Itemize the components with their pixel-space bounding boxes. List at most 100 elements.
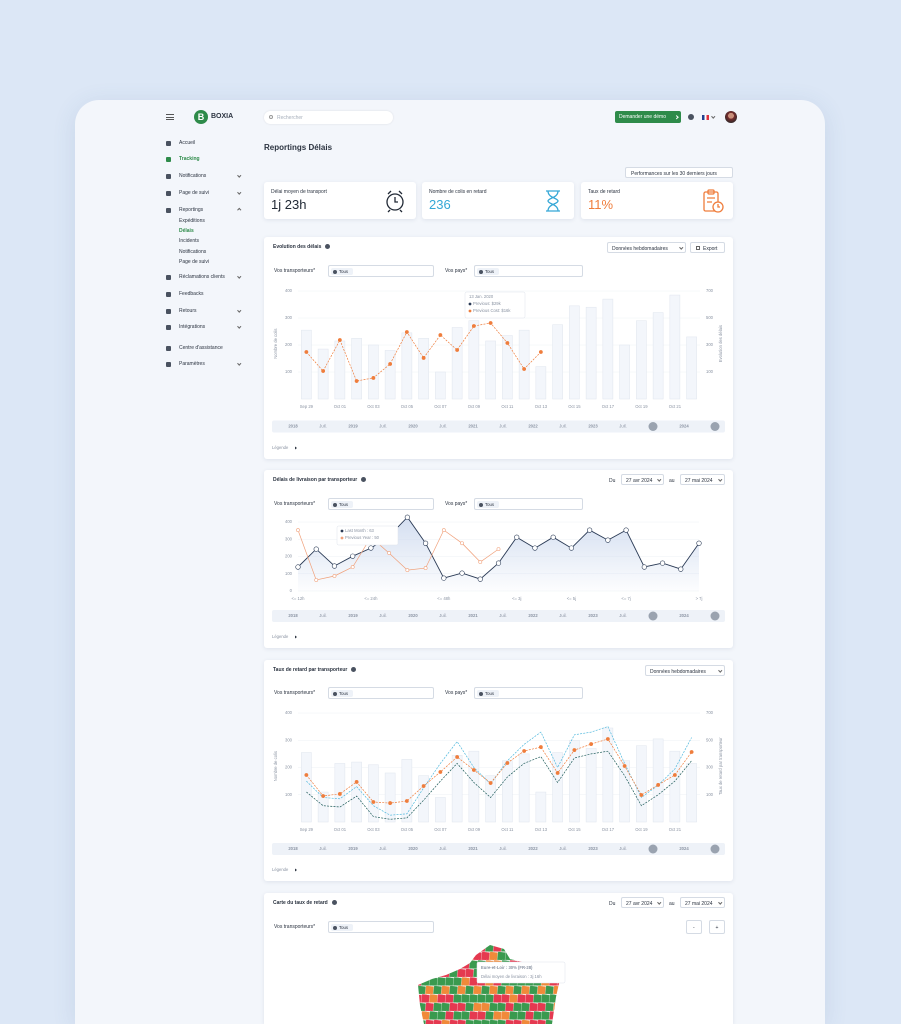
tooltip-dot [340, 536, 344, 540]
carrier-filter[interactable]: Tous [328, 498, 434, 510]
bar [636, 745, 647, 823]
marker [295, 564, 301, 570]
dropdown[interactable]: 27 mai 2024 [680, 474, 725, 485]
nav-item[interactable]: Notifications [179, 173, 207, 179]
clip [707, 189, 715, 195]
kpi-value: 1j 23h [271, 197, 307, 212]
nav-item[interactable]: Centre d'assistance [179, 345, 223, 351]
map-region [544, 951, 556, 961]
chip-remove[interactable] [478, 269, 483, 274]
filter-label: Vos transporteurs* [274, 268, 316, 274]
help-icon[interactable] [351, 667, 357, 672]
country-filter[interactable]: Tous [474, 687, 583, 699]
dropdown[interactable]: Données hebdomadaires [607, 242, 686, 253]
country-filter[interactable]: Tous [474, 498, 583, 510]
nav-icon [166, 324, 171, 330]
bar [552, 324, 563, 400]
marker [423, 566, 428, 570]
nav-item[interactable]: Intégrations [179, 324, 206, 330]
map-region [432, 951, 444, 961]
search-box[interactable]: Rechercher [264, 111, 393, 124]
timeline-label: 2024 [679, 424, 689, 429]
map-region [428, 945, 440, 953]
bar [502, 760, 513, 823]
map-region [512, 951, 524, 961]
nav-item[interactable]: Page de suivi [179, 190, 210, 196]
nav-item[interactable]: Reportings [179, 207, 204, 213]
dropdown[interactable]: 27 avr 2024 [621, 897, 664, 908]
map-region [569, 986, 579, 995]
dropdown[interactable]: Données hebdomadaires [645, 665, 725, 676]
help-icon[interactable] [361, 477, 367, 482]
nav-item[interactable]: Paramètres [179, 361, 205, 367]
bar [485, 775, 496, 823]
carrier-filter[interactable]: Tous [328, 687, 434, 699]
chip-remove[interactable] [332, 502, 337, 507]
chip-remove[interactable] [332, 925, 337, 930]
chip-remove[interactable] [478, 502, 483, 507]
period-label: Performances sur les 30 derniers jours [631, 170, 717, 177]
zoom-in[interactable]: + [709, 920, 725, 934]
x-tick-label: Oct 19 [635, 827, 648, 832]
nav-item[interactable]: Réclamations clients [179, 274, 225, 280]
nav-sub-item[interactable]: Page de suivi [179, 259, 210, 265]
language-flag[interactable] [702, 115, 709, 120]
demo-button-arrow [674, 115, 679, 120]
bar [317, 791, 329, 823]
x-tick-label: Oct 21 [669, 827, 682, 832]
timeline-label: Juil. [499, 613, 506, 618]
chip-remove[interactable] [332, 691, 337, 696]
nav-item[interactable]: Accueil [179, 140, 196, 146]
filter-chip: Tous [331, 924, 353, 931]
carrier-filter[interactable]: Tous [328, 921, 434, 933]
help-icon[interactable] [325, 244, 331, 249]
timeline-label: Juil. [379, 424, 386, 429]
map-region [508, 945, 520, 953]
x-tick-label: Oct 03 [367, 827, 380, 832]
logo[interactable]: B [194, 110, 208, 124]
export-button[interactable]: Export [690, 242, 725, 253]
zoom-out[interactable]: - [686, 920, 702, 934]
marker [550, 534, 556, 540]
carrier-filter[interactable]: Tous [328, 265, 434, 277]
dropdown[interactable]: 27 mai 2024 [680, 897, 725, 908]
avatar[interactable] [725, 111, 737, 123]
x-tick-label: Oct 11 [501, 404, 514, 409]
map-region [561, 986, 571, 995]
map-region [436, 945, 448, 953]
marker [496, 547, 501, 551]
legend-arrow [295, 446, 297, 450]
nav-item[interactable]: Feedbacks [179, 291, 204, 297]
marker [404, 514, 410, 520]
date-from-label: Du [609, 477, 616, 484]
dropdown[interactable]: 27 avr 2024 [621, 474, 664, 485]
menu-button[interactable] [166, 114, 174, 120]
x-tick-label: Oct 07 [434, 827, 447, 832]
chip-remove[interactable] [332, 269, 337, 274]
country-filter[interactable]: Tous [474, 265, 583, 277]
dropdown-label: Données hebdomadaires [650, 668, 706, 675]
y-tick-label: 200 [285, 342, 293, 347]
demo-button[interactable]: Demander une démo [615, 111, 681, 123]
nav-item[interactable]: Tracking [179, 156, 200, 162]
timeline-handle [648, 844, 658, 854]
x-tick-label: Oct 13 [535, 404, 548, 409]
kpi-icon [546, 190, 560, 212]
marker [622, 764, 627, 768]
nav-sub-item[interactable]: Notifications [179, 249, 207, 255]
nav-sub-item[interactable]: Expéditions [179, 218, 205, 224]
panel-delay-evolution: Evolution des délais Données hebdomadaire… [264, 237, 733, 459]
map-region [488, 1019, 500, 1024]
help-icon[interactable] [688, 114, 694, 120]
period-button[interactable]: Performances sur les 30 derniers jours [625, 167, 733, 178]
nav-item[interactable]: Retours [179, 308, 197, 314]
marker [587, 527, 593, 533]
nav-sub-item[interactable]: Incidents [179, 238, 200, 244]
chip-remove[interactable] [478, 691, 483, 696]
kpi-label: Délai moyen de transport [271, 189, 327, 195]
nav-sub-item[interactable]: Délais [179, 228, 194, 234]
help-icon[interactable] [331, 900, 337, 905]
filter-label: Vos pays* [445, 690, 468, 696]
timeline-label: 2021 [468, 424, 478, 429]
tooltip-line: Previous: $29k [473, 301, 502, 306]
